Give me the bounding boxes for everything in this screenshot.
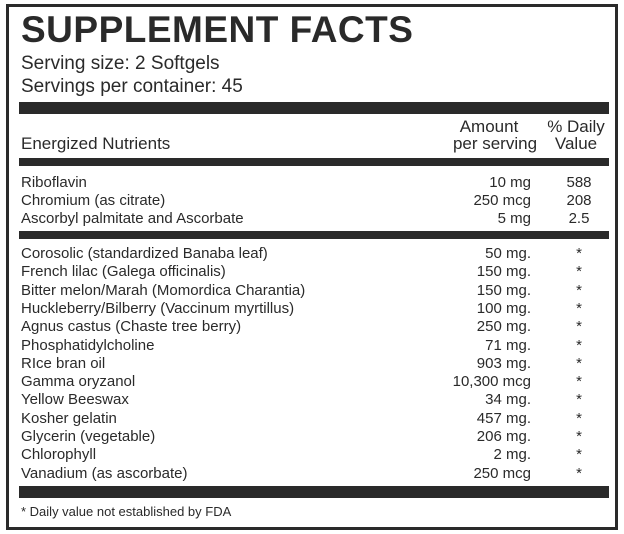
nutrient-row: Agnus castus (Chaste tree berry) 250 mg. *	[9, 318, 615, 335]
nutrient-row: Chlorophyll 2 mg. *	[9, 446, 615, 463]
nutrient-daily-value: *	[576, 245, 582, 262]
nutrient-row: Ascorbyl palmitate and Ascorbate 5 mg 2.5	[9, 210, 615, 227]
nutrient-daily-value: *	[576, 428, 582, 445]
nutrient-name: RIce bran oil	[21, 354, 106, 372]
nutrient-row: Chromium (as citrate) 250 mcg 208	[9, 192, 615, 209]
header-dv-line1: % Daily	[547, 117, 605, 136]
nutrient-amount: 250 mcg	[473, 192, 531, 209]
header-dv-line2: Value	[554, 134, 598, 153]
thick-divider-bottom	[19, 486, 609, 498]
nutrient-name: Kosher gelatin	[21, 409, 117, 427]
panel-title: SUPPLEMENT FACTS	[21, 9, 414, 50]
servings-per-container: Servings per container: 45	[21, 76, 243, 97]
supplement-facts-panel: SUPPLEMENT FACTS Serving size: 2 Softgel…	[6, 4, 618, 530]
nutrient-daily-value: 2.5	[568, 210, 590, 227]
nutrient-amount: 100 mg.	[476, 299, 531, 317]
nutrient-name: French lilac (Galega officinalis)	[21, 263, 226, 281]
nutrient-amount: 150 mg.	[476, 281, 531, 299]
nutrient-amount: 2 mg.	[493, 446, 531, 464]
nutrient-daily-value: *	[576, 373, 582, 391]
nutrient-row: Vanadium (as ascorbate) 250 mcg *	[9, 465, 615, 482]
nutrient-amount: 5 mg	[497, 210, 531, 227]
nutrient-amount: 10 mg	[489, 174, 531, 191]
nutrient-amount: 34 mg.	[485, 391, 531, 409]
serving-size: Serving size: 2 Softgels	[21, 53, 220, 74]
nutrient-name: Phosphatidylcholine	[21, 336, 155, 354]
nutrient-name: Glycerin (vegetable)	[21, 428, 156, 445]
nutrient-row: Glycerin (vegetable) 206 mg. *	[9, 428, 615, 445]
header-amount-line2: per serving	[452, 134, 538, 153]
nutrient-amount: 250 mcg	[473, 464, 531, 482]
nutrient-row: Phosphatidylcholine 71 mg. *	[9, 337, 615, 354]
nutrient-row: Huckleberry/Bilberry (Vaccinum myrtillus…	[9, 300, 615, 317]
nutrient-row: Yellow Beeswax 34 mg. *	[9, 391, 615, 408]
nutrient-name: Corosolic (standardized Banaba leaf)	[21, 245, 268, 262]
nutrient-daily-value: *	[576, 263, 582, 281]
nutrient-daily-value: 208	[566, 192, 592, 209]
nutrient-row: RIce bran oil 903 mg. *	[9, 355, 615, 372]
nutrient-name: Bitter melon/Marah (Momordica Charantia)	[21, 281, 306, 299]
nutrient-daily-value: *	[576, 354, 582, 372]
nutrient-row: Corosolic (standardized Banaba leaf) 50 m…	[9, 245, 615, 262]
nutrient-row: French lilac (Galega officinalis) 150 mg.…	[9, 263, 615, 280]
nutrient-amount: 10,300 mcg	[452, 373, 531, 391]
nutrient-amount: 50 mg.	[485, 245, 531, 262]
nutrient-daily-value: *	[576, 318, 582, 336]
header-amount-line1: Amount	[459, 117, 519, 136]
nutrient-row: Bitter melon/Marah (Momordica Charantia)…	[9, 282, 615, 299]
nutrient-name: Vanadium (as ascorbate)	[21, 464, 188, 482]
nutrient-daily-value: *	[576, 464, 582, 482]
nutrient-amount: 206 mg.	[476, 428, 531, 445]
nutrient-amount: 457 mg.	[476, 409, 531, 427]
nutrient-name: Chromium (as citrate)	[21, 192, 166, 209]
nutrient-daily-value: *	[576, 446, 582, 464]
nutrient-row: Riboflavin 10 mg 588	[9, 174, 615, 191]
nutrient-daily-value: 588	[566, 174, 592, 191]
nutrient-name: Agnus castus (Chaste tree berry)	[21, 318, 242, 336]
nutrient-name: Ascorbyl palmitate and Ascorbate	[21, 210, 244, 227]
footnote: * Daily value not established by FDA	[21, 504, 232, 519]
nutrient-daily-value: *	[576, 391, 582, 409]
nutrient-name: Huckleberry/Bilberry (Vaccinum myrtillus…	[21, 299, 295, 317]
thick-divider-top	[19, 102, 609, 114]
nutrient-name: Chlorophyll	[21, 446, 97, 464]
nutrient-amount: 150 mg.	[476, 263, 531, 281]
nutrient-amount: 250 mg.	[476, 318, 531, 336]
header-nutrients: Energized Nutrients	[21, 134, 171, 153]
nutrient-name: Riboflavin	[21, 174, 87, 191]
nutrient-row: Gamma oryzanol 10,300 mcg *	[9, 373, 615, 390]
group-divider	[19, 231, 609, 239]
nutrient-amount: 903 mg.	[476, 354, 531, 372]
nutrient-name: Gamma oryzanol	[21, 373, 136, 391]
nutrient-daily-value: *	[576, 281, 582, 299]
nutrient-name: Yellow Beeswax	[21, 391, 129, 409]
nutrient-daily-value: *	[576, 299, 582, 317]
nutrient-amount: 71 mg.	[485, 336, 531, 354]
nutrient-daily-value: *	[576, 409, 582, 427]
nutrient-row: Kosher gelatin 457 mg. *	[9, 410, 615, 427]
nutrient-daily-value: *	[576, 336, 582, 354]
header-divider	[19, 158, 609, 166]
